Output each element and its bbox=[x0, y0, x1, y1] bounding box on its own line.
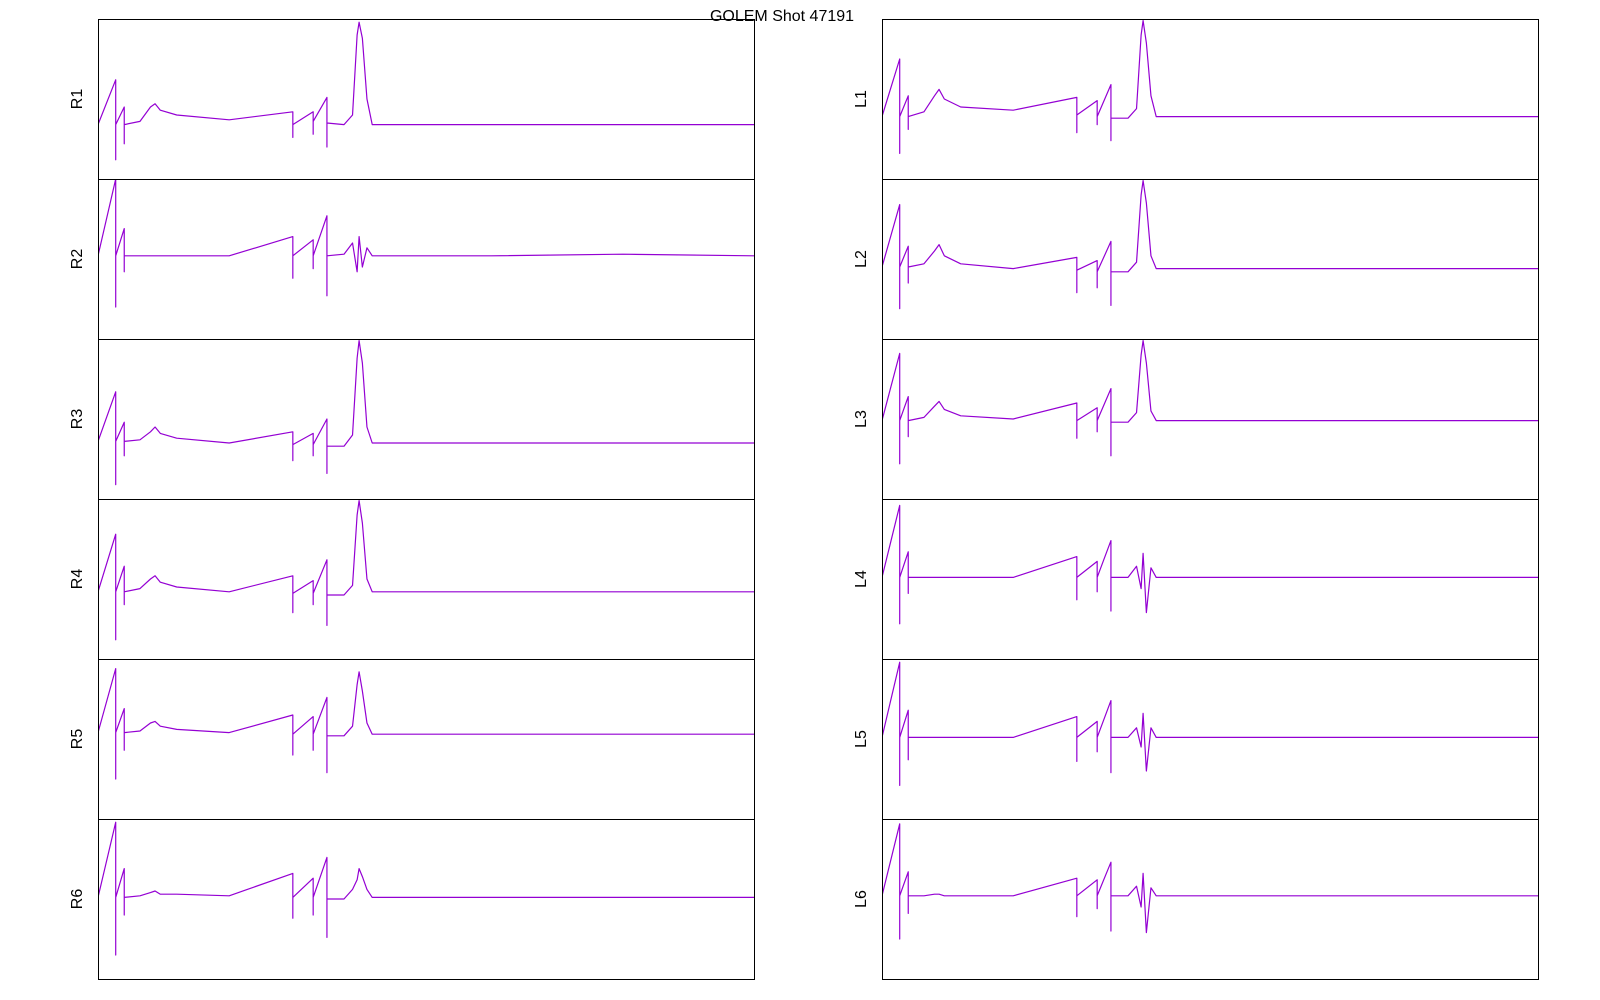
trace bbox=[882, 823, 1538, 940]
trace bbox=[98, 821, 754, 956]
panel-frame bbox=[882, 19, 1539, 180]
panel-frame bbox=[98, 659, 755, 820]
y-axis-label: R4 bbox=[69, 569, 86, 590]
y-axis-label: R1 bbox=[69, 89, 86, 110]
panel-frame bbox=[882, 819, 1539, 980]
y-axis-label: L1 bbox=[853, 90, 870, 108]
trace bbox=[98, 668, 754, 780]
panel-frame bbox=[98, 179, 755, 340]
y-axis-label: R6 bbox=[69, 889, 86, 910]
panel-frame bbox=[98, 819, 755, 980]
trace bbox=[98, 340, 754, 486]
y-axis-label: R2 bbox=[69, 249, 86, 270]
y-axis-label: L6 bbox=[853, 890, 870, 908]
trace bbox=[882, 504, 1538, 625]
y-axis-label: L2 bbox=[853, 250, 870, 268]
y-axis-label: R5 bbox=[69, 729, 86, 750]
trace bbox=[882, 340, 1538, 465]
panel-frame bbox=[882, 339, 1539, 500]
panel-frame bbox=[882, 659, 1539, 820]
panel-frame bbox=[98, 499, 755, 660]
y-axis-label: R3 bbox=[69, 409, 86, 430]
panel-frame bbox=[98, 19, 755, 180]
panel-frame bbox=[882, 179, 1539, 340]
trace bbox=[882, 661, 1538, 786]
trace bbox=[98, 179, 754, 308]
trace bbox=[882, 20, 1538, 154]
trace bbox=[882, 180, 1538, 310]
y-axis-label: L4 bbox=[853, 570, 870, 588]
chart-title: GOLEM Shot 47191 bbox=[710, 8, 854, 25]
y-axis-label: L5 bbox=[853, 730, 870, 748]
y-axis-label: L3 bbox=[853, 410, 870, 428]
panel-frame bbox=[882, 499, 1539, 660]
trace bbox=[98, 21, 754, 161]
trace bbox=[98, 500, 754, 641]
panel-frame bbox=[98, 339, 755, 500]
